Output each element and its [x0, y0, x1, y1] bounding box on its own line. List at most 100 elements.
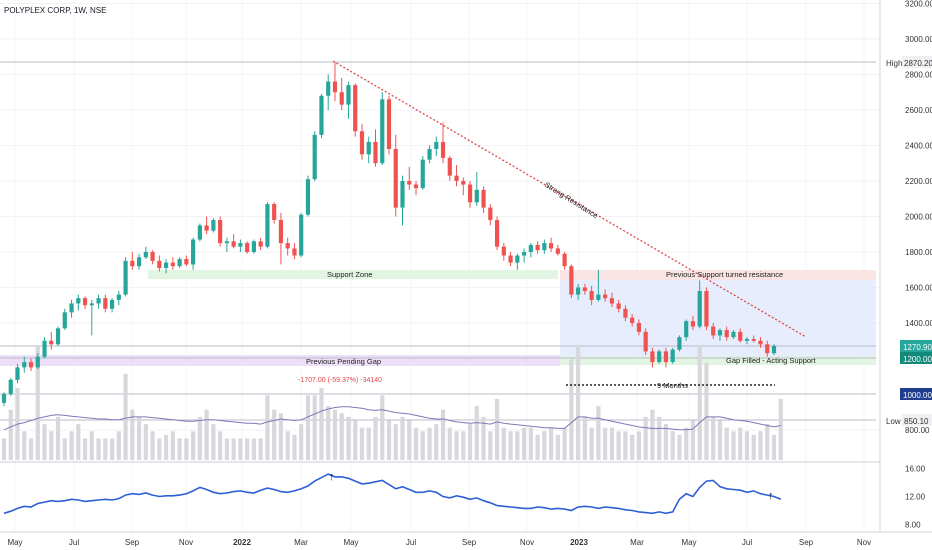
candle [447, 156, 452, 181]
volume-bar [630, 434, 635, 460]
candle-body [55, 328, 61, 345]
volume-bar [623, 431, 628, 460]
candle-body [427, 149, 432, 160]
support-zone-label: Support Zone [327, 270, 372, 279]
candle [1, 392, 7, 407]
candle-body [393, 149, 398, 208]
candle [177, 257, 182, 268]
candle [157, 255, 162, 272]
candle-body [765, 344, 770, 354]
time-tick-label: Jul [406, 538, 416, 547]
candle-body [711, 326, 716, 336]
candle [191, 237, 196, 270]
candle-body [218, 220, 223, 244]
volume-bar [251, 438, 257, 460]
indicator-tick-label: 12.00 [905, 493, 926, 502]
candle [609, 292, 614, 308]
price-tick-label: 1400.00 [905, 319, 932, 328]
candle-body [184, 259, 189, 265]
volume-bar [447, 427, 452, 460]
time-tick-label: 2022 [233, 538, 251, 547]
volume-bar [501, 427, 506, 460]
candle-body [413, 184, 419, 189]
volume-bar [454, 431, 459, 460]
candle [204, 216, 209, 235]
candle-body [447, 157, 452, 176]
volume-bar [258, 438, 263, 460]
indicator-tick-label: 8.00 [905, 521, 921, 530]
candle-body [663, 351, 669, 363]
candle [630, 314, 635, 327]
candle [22, 356, 27, 373]
candle-body [744, 338, 750, 341]
volume-bar [467, 424, 473, 460]
candle-body [170, 262, 175, 267]
gap-filled-band [560, 356, 876, 365]
volume-bar [136, 416, 142, 460]
candle [380, 92, 385, 165]
level-1200-tag-value: 1200.00 [903, 355, 932, 364]
candle [319, 93, 324, 139]
price-tick-label: 2200.00 [905, 177, 932, 186]
price-axis: 3200.00 3000.00 2800.00 2600.00 2400.00 2200.… [905, 0, 932, 435]
volume-bar [589, 427, 594, 460]
candle [717, 328, 723, 341]
candle-body [420, 159, 425, 189]
volume-bar [346, 416, 351, 460]
candle [299, 212, 304, 258]
volume-bar [609, 427, 614, 460]
candlestick-series [1, 62, 777, 407]
candle [670, 347, 675, 364]
volume-bar [332, 409, 338, 460]
candle-body [501, 246, 506, 256]
candle [326, 74, 331, 110]
volume-bar [717, 420, 723, 460]
candle-body [623, 308, 628, 318]
candle [49, 331, 54, 350]
volume-bar [150, 431, 155, 460]
volume-bar [373, 416, 378, 460]
volume-bars [1, 345, 783, 460]
volume-bar [650, 409, 655, 460]
level-1200-tag-box [900, 352, 932, 364]
candle-body [643, 331, 648, 352]
volume-bar [528, 427, 533, 460]
volume-bar [312, 395, 317, 460]
time-axis: May Jul Sep Nov 2022 Mar May Jul Sep Nov 2023 Mar Ma… [7, 538, 871, 547]
volume-bar [427, 427, 432, 460]
volume-bar [245, 438, 250, 460]
volume-bar [238, 438, 243, 460]
volume-bar [197, 416, 202, 460]
candle-body [150, 251, 155, 261]
volume-bar [758, 431, 763, 460]
volume-bar [596, 406, 601, 460]
volume-bar [143, 424, 148, 460]
candle [109, 298, 115, 313]
volume-bar [278, 413, 284, 460]
candle-body [366, 141, 371, 155]
candle [305, 175, 311, 217]
candle-body [494, 220, 500, 247]
level-1000-tag-box [900, 388, 932, 400]
candle [35, 353, 40, 370]
candle-body [440, 141, 446, 158]
candle [744, 337, 750, 345]
candle [623, 305, 628, 322]
volume-bar [265, 395, 270, 460]
indicator-tick-label: 16.00 [905, 465, 926, 474]
volume-bar [643, 416, 648, 460]
candle [751, 335, 756, 343]
candle [562, 251, 567, 270]
candle [663, 347, 669, 368]
candle-body [704, 291, 709, 327]
candle-body [278, 220, 284, 244]
volume-bar [474, 406, 479, 460]
candle-body [359, 131, 365, 155]
price-tick-label: 3000.00 [905, 35, 932, 44]
candle [549, 237, 554, 252]
volume-bar [684, 427, 689, 460]
candle-body [630, 317, 635, 323]
candle [123, 257, 128, 297]
candle-body [1, 394, 7, 403]
